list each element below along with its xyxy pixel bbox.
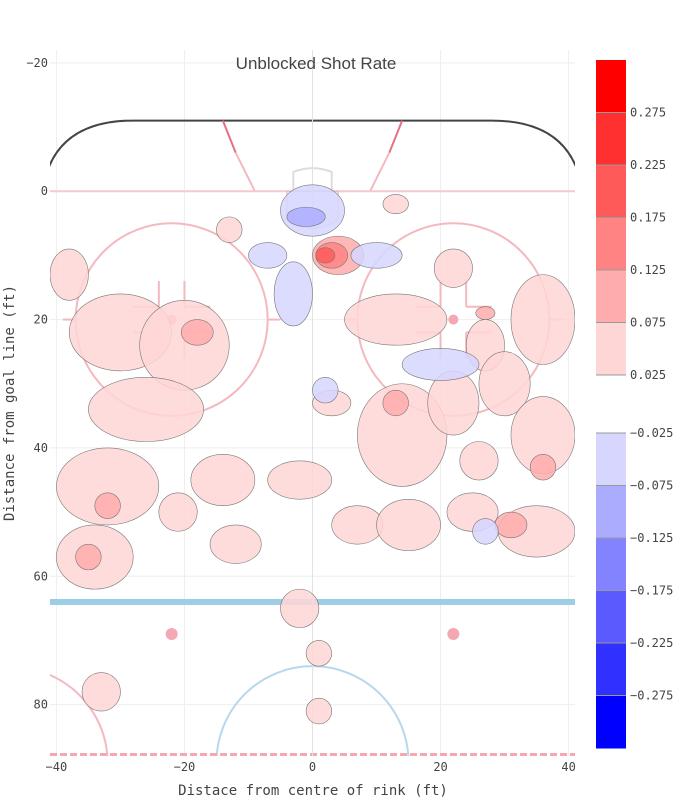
contour-region-positive <box>315 247 336 264</box>
contour-region-negative <box>312 377 339 404</box>
contour-region-positive <box>94 492 121 519</box>
x-tick-label: −40 <box>46 760 68 774</box>
trapezoid-line <box>388 120 404 154</box>
x-tick-label: 20 <box>433 760 447 774</box>
colorbar-segment <box>596 538 626 591</box>
contour-region-positive <box>382 194 409 214</box>
contour-region-positive <box>382 389 409 417</box>
contour-region-positive <box>529 454 557 481</box>
colorbar-segment <box>596 322 626 376</box>
colorbar-segment <box>596 270 626 323</box>
colorbar-segment <box>596 643 626 696</box>
colorbar-segment <box>596 485 626 539</box>
contour-region-positive <box>344 293 448 346</box>
contour-regions <box>50 184 575 725</box>
trapezoid-line <box>221 120 237 154</box>
contour-region-positive <box>56 447 160 526</box>
x-tick-label: 40 <box>561 760 575 774</box>
y-tick-label: −20 <box>26 56 48 70</box>
contour-region-positive <box>494 511 528 539</box>
colorbar-segment <box>596 217 626 271</box>
x-tick-label: −20 <box>174 760 196 774</box>
colorbar-tick-label: 0.025 <box>630 368 666 382</box>
contour-region-positive <box>510 274 575 365</box>
contour-region-positive <box>305 640 333 667</box>
contour-region-positive <box>50 248 89 301</box>
trapezoid-line <box>234 152 256 192</box>
x-tick-label: 0 <box>309 760 316 774</box>
colorbar-tick-label: −0.225 <box>630 636 673 650</box>
y-axis-ticks: −20 0 20 40 60 80 <box>26 56 48 712</box>
colorbar-tick-label: 0.175 <box>630 211 666 225</box>
colorbar-tick-label: −0.125 <box>630 531 673 545</box>
contour-region-positive <box>305 697 333 725</box>
contour-region-positive <box>433 248 473 288</box>
colorbar-segment <box>596 433 626 486</box>
contour-region-positive <box>331 505 384 545</box>
colorbar-tick-label: 0.275 <box>630 106 666 120</box>
neutral-zone-dot <box>165 628 178 641</box>
colorbar-segment <box>596 112 626 166</box>
x-axis-ticks: −40 −20 0 20 40 <box>46 760 576 774</box>
contour-region-positive <box>280 588 320 628</box>
contour-region-positive <box>81 672 121 712</box>
contour-region-positive <box>216 216 243 243</box>
y-axis-label: Distance from goal line (ft) <box>2 285 18 521</box>
y-tick-label: 80 <box>34 698 48 712</box>
faceoff-dot <box>448 314 459 325</box>
colorbar-positive: 0.275 0.225 0.175 0.125 0.075 0.025 <box>596 60 666 382</box>
colorbar-segment <box>596 695 626 749</box>
contour-region-positive <box>376 498 441 551</box>
contour-region-positive <box>139 300 230 391</box>
contour-region-positive <box>475 306 496 320</box>
contour-region-positive <box>357 383 448 487</box>
colorbar-tick-label: −0.075 <box>630 479 673 493</box>
colorbar-segment <box>596 590 626 644</box>
contour-region-negative <box>350 242 403 269</box>
contour-region-positive <box>459 441 499 481</box>
y-tick-label: 60 <box>34 569 48 583</box>
colorbar-segment <box>596 165 626 218</box>
trapezoid-line <box>369 152 391 192</box>
contour-region-negative <box>273 261 313 327</box>
chart-title: Unblocked Shot Rate <box>236 54 397 73</box>
neutral-zone-dot <box>447 628 460 641</box>
colorbar-tick-label: 0.225 <box>630 158 666 172</box>
contour-region-positive <box>180 319 214 346</box>
contour-region-negative <box>286 206 326 227</box>
contour-region-positive <box>267 460 333 500</box>
colorbar-tick-label: −0.275 <box>630 689 673 703</box>
colorbar-tick-label: 0.125 <box>630 263 666 277</box>
y-tick-label: 40 <box>34 441 48 455</box>
contour-region-positive <box>478 351 531 417</box>
contour-region-positive <box>158 492 198 532</box>
colorbar-segment <box>596 60 626 113</box>
colorbar-tick-label: 0.075 <box>630 316 666 330</box>
contour-region-positive <box>190 454 256 506</box>
contour-region-positive <box>209 524 262 564</box>
contour-region-positive <box>75 543 102 571</box>
colorbar-negative: −0.025 −0.075 −0.125 −0.175 −0.225 −0.275 <box>596 426 673 749</box>
colorbar-tick-label: −0.175 <box>630 584 673 598</box>
y-tick-label: 0 <box>41 184 48 198</box>
contour-region-negative <box>248 242 288 269</box>
y-tick-label: 20 <box>34 313 48 327</box>
contour-region-positive <box>88 377 204 442</box>
colorbar-tick-label: −0.025 <box>630 426 673 440</box>
contour-region-negative <box>401 348 480 381</box>
x-axis-label: Distace from centre of rink (ft) <box>178 783 448 799</box>
contour-region-negative <box>472 518 499 545</box>
